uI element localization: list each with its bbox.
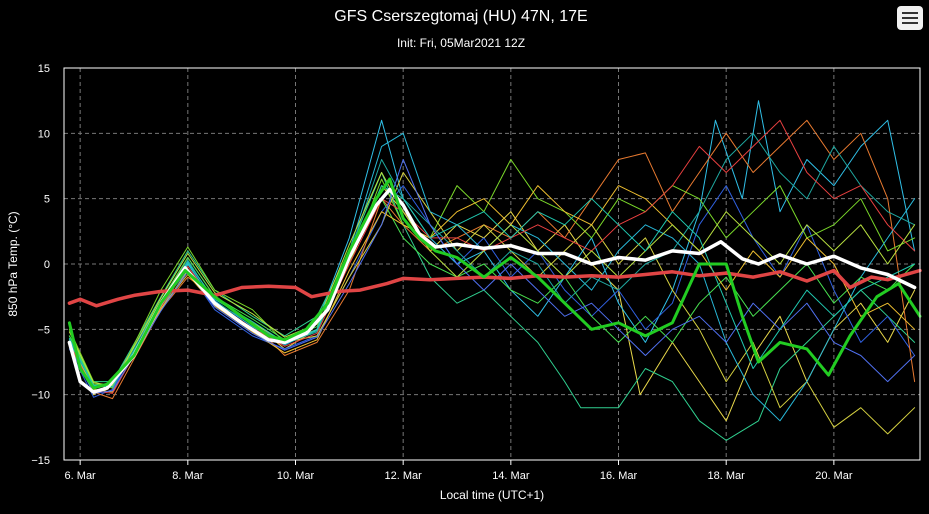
chart-subtitle: Init: Fri, 05Mar2021 12Z bbox=[397, 36, 525, 50]
x-tick-label: 10. Mar bbox=[277, 470, 315, 482]
plot-area-border bbox=[63, 67, 921, 461]
y-tick-label: −5 bbox=[37, 324, 50, 336]
x-tick-label: 20. Mar bbox=[815, 470, 853, 482]
series-group bbox=[67, 100, 922, 441]
x-tick-label: 14. Mar bbox=[492, 470, 530, 482]
y-tick-label: −10 bbox=[31, 390, 50, 402]
x-axis-ticks: 6. Mar 8. Mar 10. Mar 12. Mar 14. Mar 16. Mar… bbox=[65, 460, 853, 482]
x-tick-label: 16. Mar bbox=[600, 470, 638, 482]
hamburger-menu-icon[interactable] bbox=[897, 6, 923, 30]
y-axis-label: 850 hPa Temp. (°C) bbox=[6, 211, 20, 316]
series-line-control-run bbox=[67, 177, 922, 390]
series-line-member-14 bbox=[68, 172, 916, 386]
series-line-climatology bbox=[67, 268, 922, 308]
series-line-member-6 bbox=[68, 159, 916, 389]
chart-title: GFS Cserszegtomaj (HU) 47N, 17E bbox=[334, 8, 587, 25]
y-tick-label: 15 bbox=[38, 63, 50, 75]
y-tick-label: 10 bbox=[38, 128, 50, 140]
y-tick-label: 5 bbox=[44, 194, 50, 206]
x-tick-label: 12. Mar bbox=[385, 470, 423, 482]
x-tick-label: 6. Mar bbox=[65, 470, 97, 482]
x-tick-label: 8. Mar bbox=[172, 470, 204, 482]
y-tick-label: 0 bbox=[44, 259, 50, 271]
x-tick-label: 18. Mar bbox=[708, 470, 746, 482]
x-axis-label: Local time (UTC+1) bbox=[440, 488, 544, 502]
y-tick-label: −15 bbox=[31, 455, 50, 467]
series-line-member-15 bbox=[68, 185, 916, 388]
y-axis-ticks: −15 −10 −5 0 5 10 15 bbox=[31, 63, 50, 467]
